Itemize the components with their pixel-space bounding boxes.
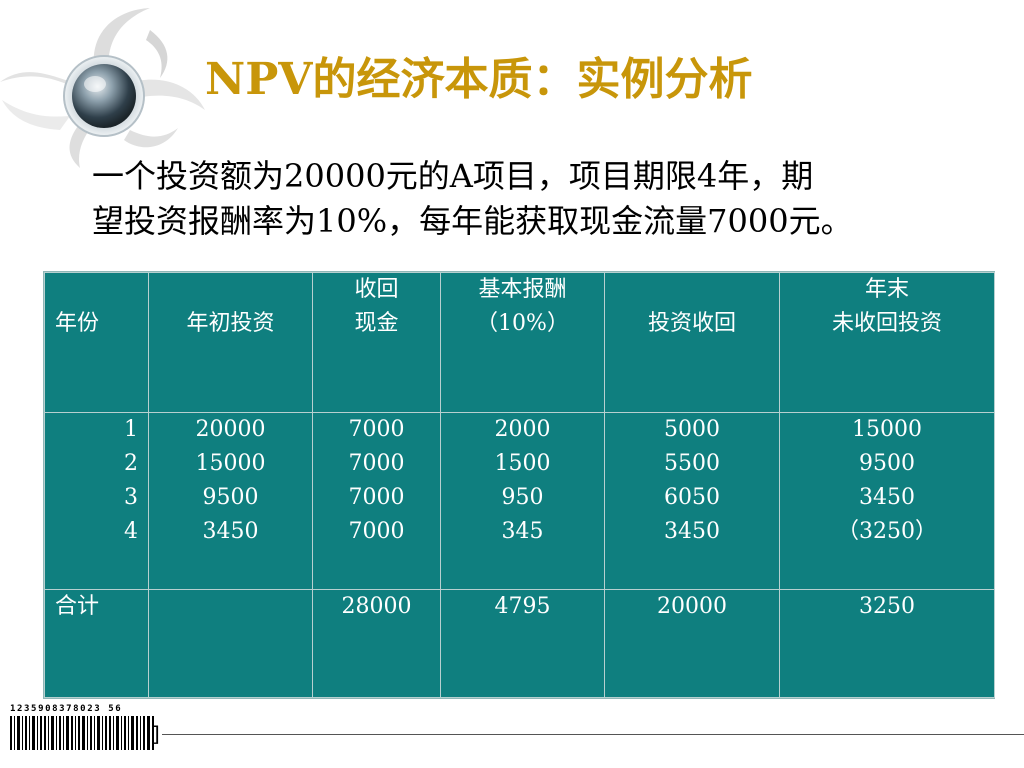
cash-recovered-cell: 7000 7000 7000 7000 xyxy=(312,412,441,590)
footer-bracket: ] xyxy=(152,722,160,746)
total-label: 合计 xyxy=(44,589,149,698)
total-initial-investment xyxy=(148,589,313,698)
basic-return-cell: 2000 1500 950 345 xyxy=(440,412,605,590)
total-basic-return: 4795 xyxy=(440,589,605,698)
initial-investment-cell: 20000 15000 9500 3450 xyxy=(148,412,313,590)
year-cell: 1 2 3 4 xyxy=(44,412,149,590)
table-header-row: 年份 年初投资 收回 现金 基本报酬 （10%） 投资收回 年末 xyxy=(44,272,995,413)
barcode-icon: 1235908378023 56 xyxy=(10,704,160,750)
npv-table-container: 年份 年初投资 收回 现金 基本报酬 （10%） 投资收回 年末 xyxy=(43,271,995,699)
header-investment-recovered: 投资收回 xyxy=(604,272,780,413)
intro-line-2: 望投资报酬率为10%，每年能获取现金流量7000元。 xyxy=(92,202,853,240)
npv-table: 年份 年初投资 收回 现金 基本报酬 （10%） 投资收回 年末 xyxy=(44,272,995,698)
barcode-bars xyxy=(10,716,154,750)
header-basic-return: 基本报酬 （10%） xyxy=(440,272,605,413)
total-investment-recovered: 20000 xyxy=(604,589,780,698)
table-total-row: 合计 28000 4795 20000 3250 xyxy=(44,589,995,698)
barcode-digits: 1235908378023 56 xyxy=(10,704,123,714)
header-year: 年份 xyxy=(44,272,149,413)
investment-recovered-cell: 5000 5500 6050 3450 xyxy=(604,412,780,590)
page-title: NPV的经济本质：实例分析 xyxy=(205,54,753,105)
header-cash-recovered: 收回 现金 xyxy=(312,272,441,413)
footer-divider xyxy=(162,734,1024,735)
table-row: 1 2 3 4 20000 15000 9500 3450 7000 7000 … xyxy=(44,412,995,590)
intro-line-1: 一个投资额为20000元的A项目，项目期限4年，期 xyxy=(92,157,814,195)
header-unrecovered-investment: 年末 未收回投资 xyxy=(779,272,995,413)
total-unrecovered-investment: 3250 xyxy=(779,589,995,698)
orb-swirl-logo-icon xyxy=(0,8,205,168)
intro-paragraph: 一个投资额为20000元的A项目，项目期限4年，期 望投资报酬率为10%，每年能… xyxy=(92,154,992,244)
unrecovered-investment-cell: 15000 9500 3450 （3250） xyxy=(779,412,995,590)
header-initial-investment: 年初投资 xyxy=(148,272,313,413)
total-cash-recovered: 28000 xyxy=(312,589,441,698)
